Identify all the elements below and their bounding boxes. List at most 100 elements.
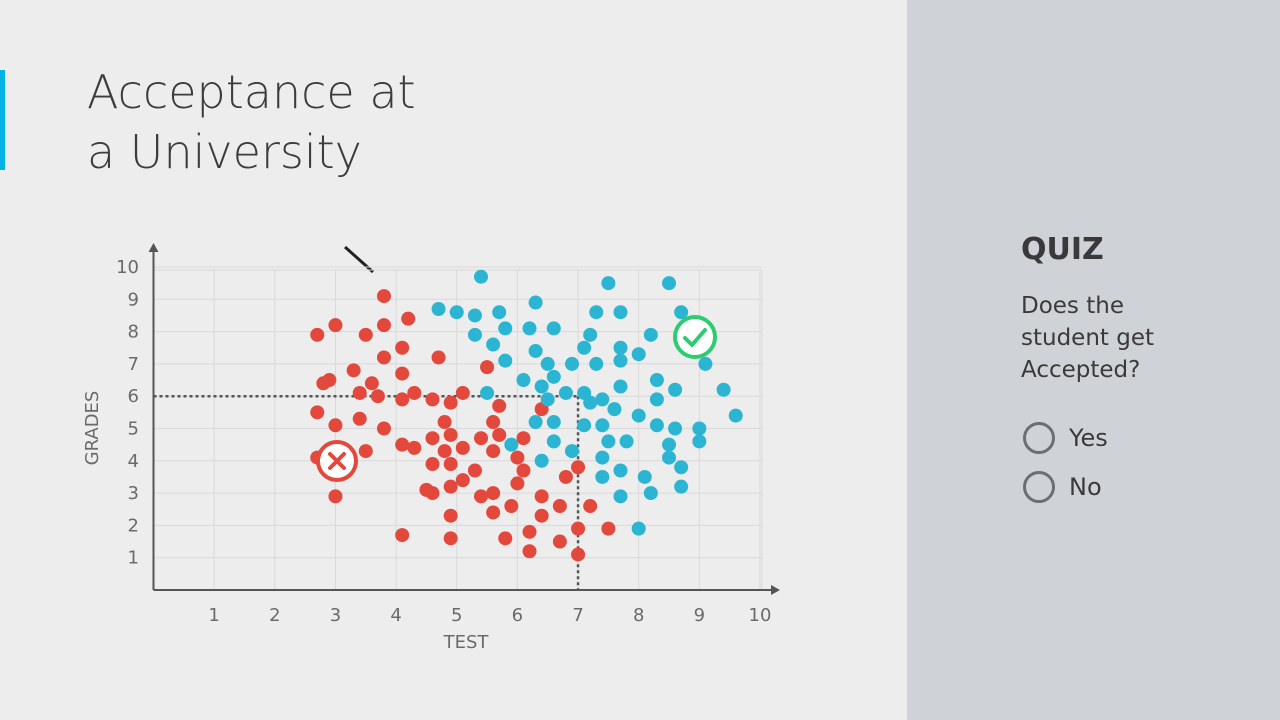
option-label[interactable]: Yes	[1069, 424, 1108, 452]
point	[649, 392, 664, 407]
point	[534, 489, 549, 504]
point	[310, 405, 325, 420]
point	[346, 363, 361, 378]
point	[467, 308, 482, 323]
point	[328, 318, 343, 333]
point	[571, 547, 586, 562]
point	[407, 385, 422, 400]
point	[328, 418, 343, 433]
y-tick-label: 2	[128, 515, 139, 536]
point	[564, 356, 579, 371]
point	[558, 385, 573, 400]
point	[613, 463, 628, 478]
point	[328, 489, 343, 504]
point	[474, 489, 489, 504]
point	[498, 353, 513, 368]
y-axis-label: GRADES	[82, 391, 103, 466]
point	[589, 356, 604, 371]
point	[601, 276, 616, 291]
point	[498, 531, 513, 546]
point	[376, 421, 391, 436]
point	[395, 392, 410, 407]
point	[619, 434, 634, 449]
point	[486, 486, 501, 501]
point	[455, 473, 470, 488]
point	[364, 376, 379, 391]
point	[443, 531, 458, 546]
chart: 1 2 3 4 5 6 7 8 9 10 1 2 3 4 5 6 7 8 9 10 TEST GRADES	[82, 243, 780, 653]
point	[534, 379, 549, 394]
point	[716, 382, 731, 397]
point	[437, 415, 452, 430]
radio[interactable]	[1023, 422, 1055, 454]
point	[352, 411, 367, 426]
point	[546, 321, 561, 336]
y-tick-label: 8	[128, 322, 139, 343]
x-axis-label: TEST	[443, 632, 490, 653]
point	[698, 356, 713, 371]
point	[662, 276, 677, 291]
point	[492, 305, 507, 320]
x-tick-label: 5	[451, 605, 462, 626]
point	[583, 499, 598, 514]
point	[631, 408, 646, 423]
point	[431, 350, 446, 365]
point	[583, 327, 598, 342]
point	[370, 389, 385, 404]
point	[395, 340, 410, 355]
y-tick-label: 7	[128, 354, 139, 375]
x-tick-label: 6	[512, 605, 523, 626]
x-tick-label: 9	[694, 605, 705, 626]
point	[552, 534, 567, 549]
point	[376, 289, 391, 304]
point	[674, 305, 689, 320]
point	[310, 327, 325, 342]
point	[407, 440, 422, 455]
point	[595, 450, 610, 465]
point	[516, 431, 531, 446]
option[interactable]: Yes	[1023, 422, 1108, 454]
point	[516, 463, 531, 478]
point	[486, 415, 501, 430]
point	[480, 385, 495, 400]
point	[577, 340, 592, 355]
y-tick-label: 1	[128, 548, 139, 569]
point	[534, 508, 549, 523]
x-tick-label: 7	[572, 605, 583, 626]
point	[540, 356, 555, 371]
point	[443, 457, 458, 472]
reject-cross	[328, 452, 346, 470]
option-label[interactable]: No	[1069, 473, 1102, 501]
point	[431, 301, 446, 316]
point	[546, 369, 561, 384]
point	[577, 418, 592, 433]
point	[631, 521, 646, 536]
x-axis-arrow	[771, 585, 780, 595]
point	[668, 382, 683, 397]
point	[564, 444, 579, 459]
point	[601, 434, 616, 449]
point	[643, 486, 658, 501]
x-tick-label: 8	[633, 605, 644, 626]
radio[interactable]	[1023, 471, 1055, 503]
option[interactable]: No	[1023, 471, 1102, 503]
point	[425, 392, 440, 407]
point	[467, 327, 482, 342]
point	[486, 505, 501, 520]
point	[595, 418, 610, 433]
point	[649, 373, 664, 388]
point	[437, 444, 452, 459]
x-tick-label: 4	[390, 605, 401, 626]
point	[376, 318, 391, 333]
x-tick-label: 3	[330, 605, 341, 626]
quiz-panel: QUIZ Does the student get Accepted? Yes …	[907, 0, 1280, 720]
point	[395, 366, 410, 381]
point	[613, 305, 628, 320]
point	[425, 457, 440, 472]
point	[528, 415, 543, 430]
y-axis-arrow	[148, 243, 159, 252]
x-tick-label: 1	[208, 605, 219, 626]
point	[504, 499, 519, 514]
point	[662, 437, 677, 452]
